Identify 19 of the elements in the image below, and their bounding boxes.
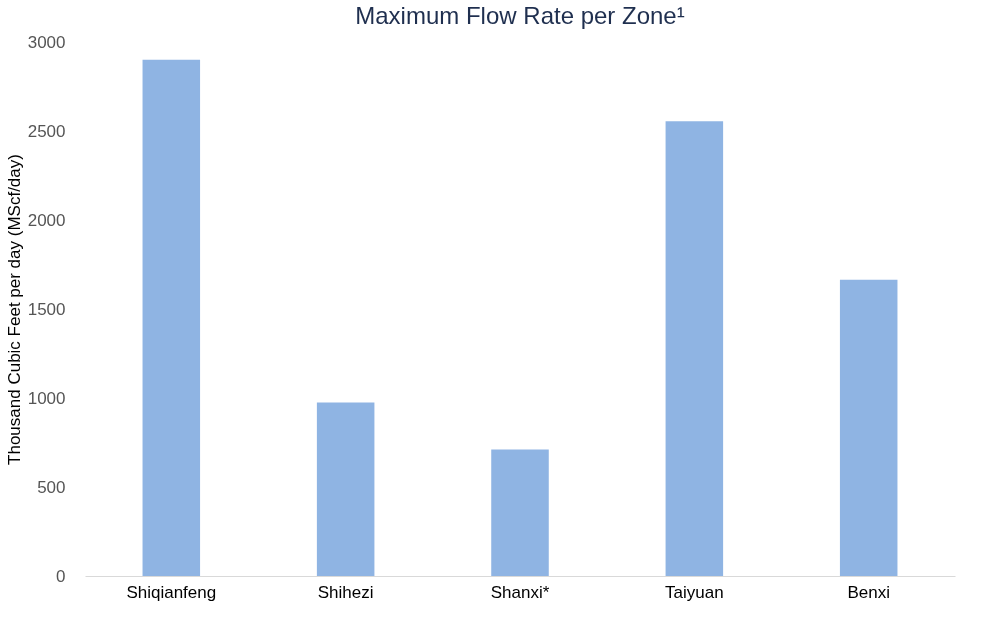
bar [316,402,375,576]
y-tick-label: 500 [37,477,66,497]
y-tick-label: 1500 [27,299,66,319]
bar [839,279,898,576]
x-tick-label: Shihezi [317,582,374,602]
x-tick-label: Benxi [847,582,890,602]
x-tick-label: Shiqianfeng [126,582,217,602]
bar [665,121,724,576]
y-tick-label: 3000 [27,32,66,52]
y-tick-label: 2500 [27,121,66,141]
x-tick-label: Shanxi* [490,582,550,602]
chart-title: Maximum Flow Rate per Zone¹ [355,2,685,29]
bar [491,449,549,576]
y-axis-title: Thousand Cubic Feet per day (MScf/day) [4,154,24,465]
y-tick-label: 0 [56,566,66,586]
y-tick-label: 2000 [27,210,66,230]
bar [142,59,201,576]
y-tick-label: 1000 [27,388,66,408]
x-tick-label: Taiyuan [665,582,724,602]
